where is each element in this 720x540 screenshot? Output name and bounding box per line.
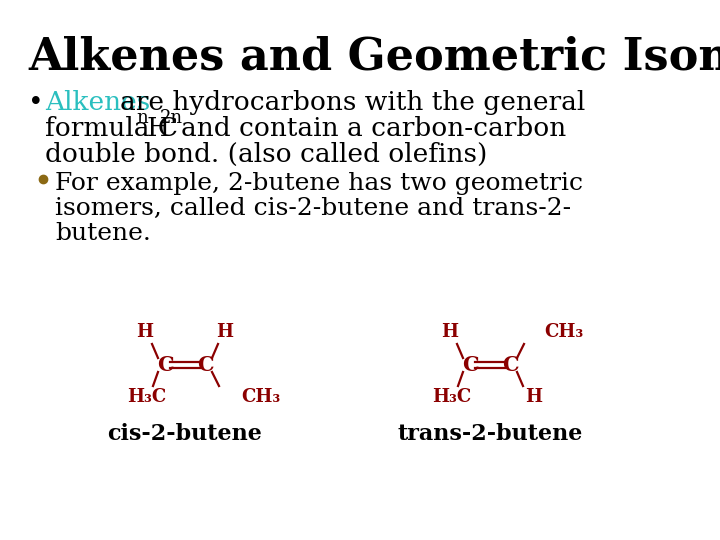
Text: H: H [526,388,542,406]
Text: H: H [217,323,233,341]
Text: H: H [146,116,169,141]
Text: Alkenes and Geometric Isomers: Alkenes and Geometric Isomers [28,35,720,78]
Text: trans-2-butene: trans-2-butene [397,423,582,445]
Text: formula C: formula C [45,116,178,141]
Text: C: C [157,355,174,375]
Text: C: C [462,355,478,375]
Text: cis-2-butene: cis-2-butene [107,423,262,445]
Text: double bond. (also called olefins): double bond. (also called olefins) [45,142,487,167]
Text: CH₃: CH₃ [544,323,583,341]
Text: H₃C: H₃C [432,388,472,406]
Text: H₃C: H₃C [127,388,166,406]
Text: H: H [137,323,153,341]
Text: CH₃: CH₃ [241,388,280,406]
Text: 2n: 2n [160,109,183,127]
Text: For example, 2-butene has two geometric: For example, 2-butene has two geometric [55,172,583,195]
Text: butene.: butene. [55,222,151,245]
Text: are hydrocarbons with the general: are hydrocarbons with the general [120,90,585,115]
Text: H: H [441,323,459,341]
Text: isomers, called cis-2-butene and trans-2-: isomers, called cis-2-butene and trans-2… [55,197,571,220]
Text: C: C [502,355,518,375]
Text: C: C [197,355,213,375]
Text: •: • [28,90,44,115]
Text: and contain a carbon-carbon: and contain a carbon-carbon [181,116,566,141]
Text: n: n [136,109,148,127]
Text: Alkenes: Alkenes [45,90,150,115]
